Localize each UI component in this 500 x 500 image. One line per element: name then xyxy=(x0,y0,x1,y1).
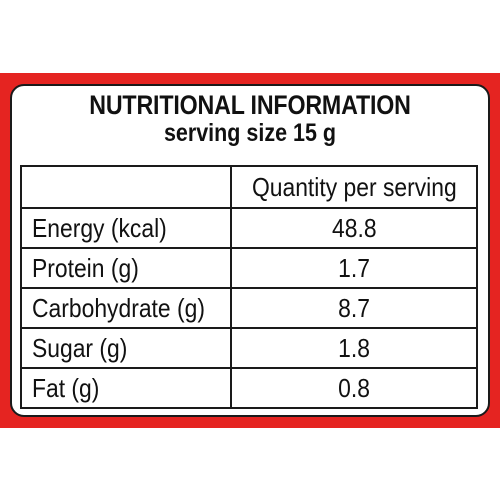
table-row: Carbohydrate (g) 8.7 xyxy=(20,287,478,329)
label-title: NUTRITIONAL INFORMATION xyxy=(89,90,411,120)
nutrition-table: Quantity per serving Energy (kcal) 48.8 … xyxy=(20,165,478,409)
nutrient-quantity: 8.7 xyxy=(230,287,478,329)
table-header-row: Quantity per serving xyxy=(20,165,478,209)
nutrient-name: Energy (kcal) xyxy=(20,207,232,249)
serving-size-text: serving size 15 g xyxy=(163,119,337,147)
quantity-column-header: Quantity per serving xyxy=(230,165,478,209)
nutrient-name: Protein (g) xyxy=(20,247,232,289)
table-row: Fat (g) 0.8 xyxy=(20,367,478,409)
nutrient-quantity: 0.8 xyxy=(230,367,478,409)
table-row: Protein (g) 1.7 xyxy=(20,247,478,289)
nutrient-quantity: 48.8 xyxy=(230,207,478,249)
table-row: Energy (kcal) 48.8 xyxy=(20,207,478,249)
table-row: Sugar (g) 1.8 xyxy=(20,327,478,369)
nutrient-quantity: 1.7 xyxy=(230,247,478,289)
nutrient-name: Carbohydrate (g) xyxy=(20,287,232,329)
nutrient-name: Fat (g) xyxy=(20,367,232,409)
nutrient-name: Sugar (g) xyxy=(20,327,232,369)
empty-header-cell xyxy=(20,165,232,209)
nutrient-quantity: 1.8 xyxy=(230,327,478,369)
label-header: NUTRITIONAL INFORMATION serving size 15 … xyxy=(12,92,488,146)
